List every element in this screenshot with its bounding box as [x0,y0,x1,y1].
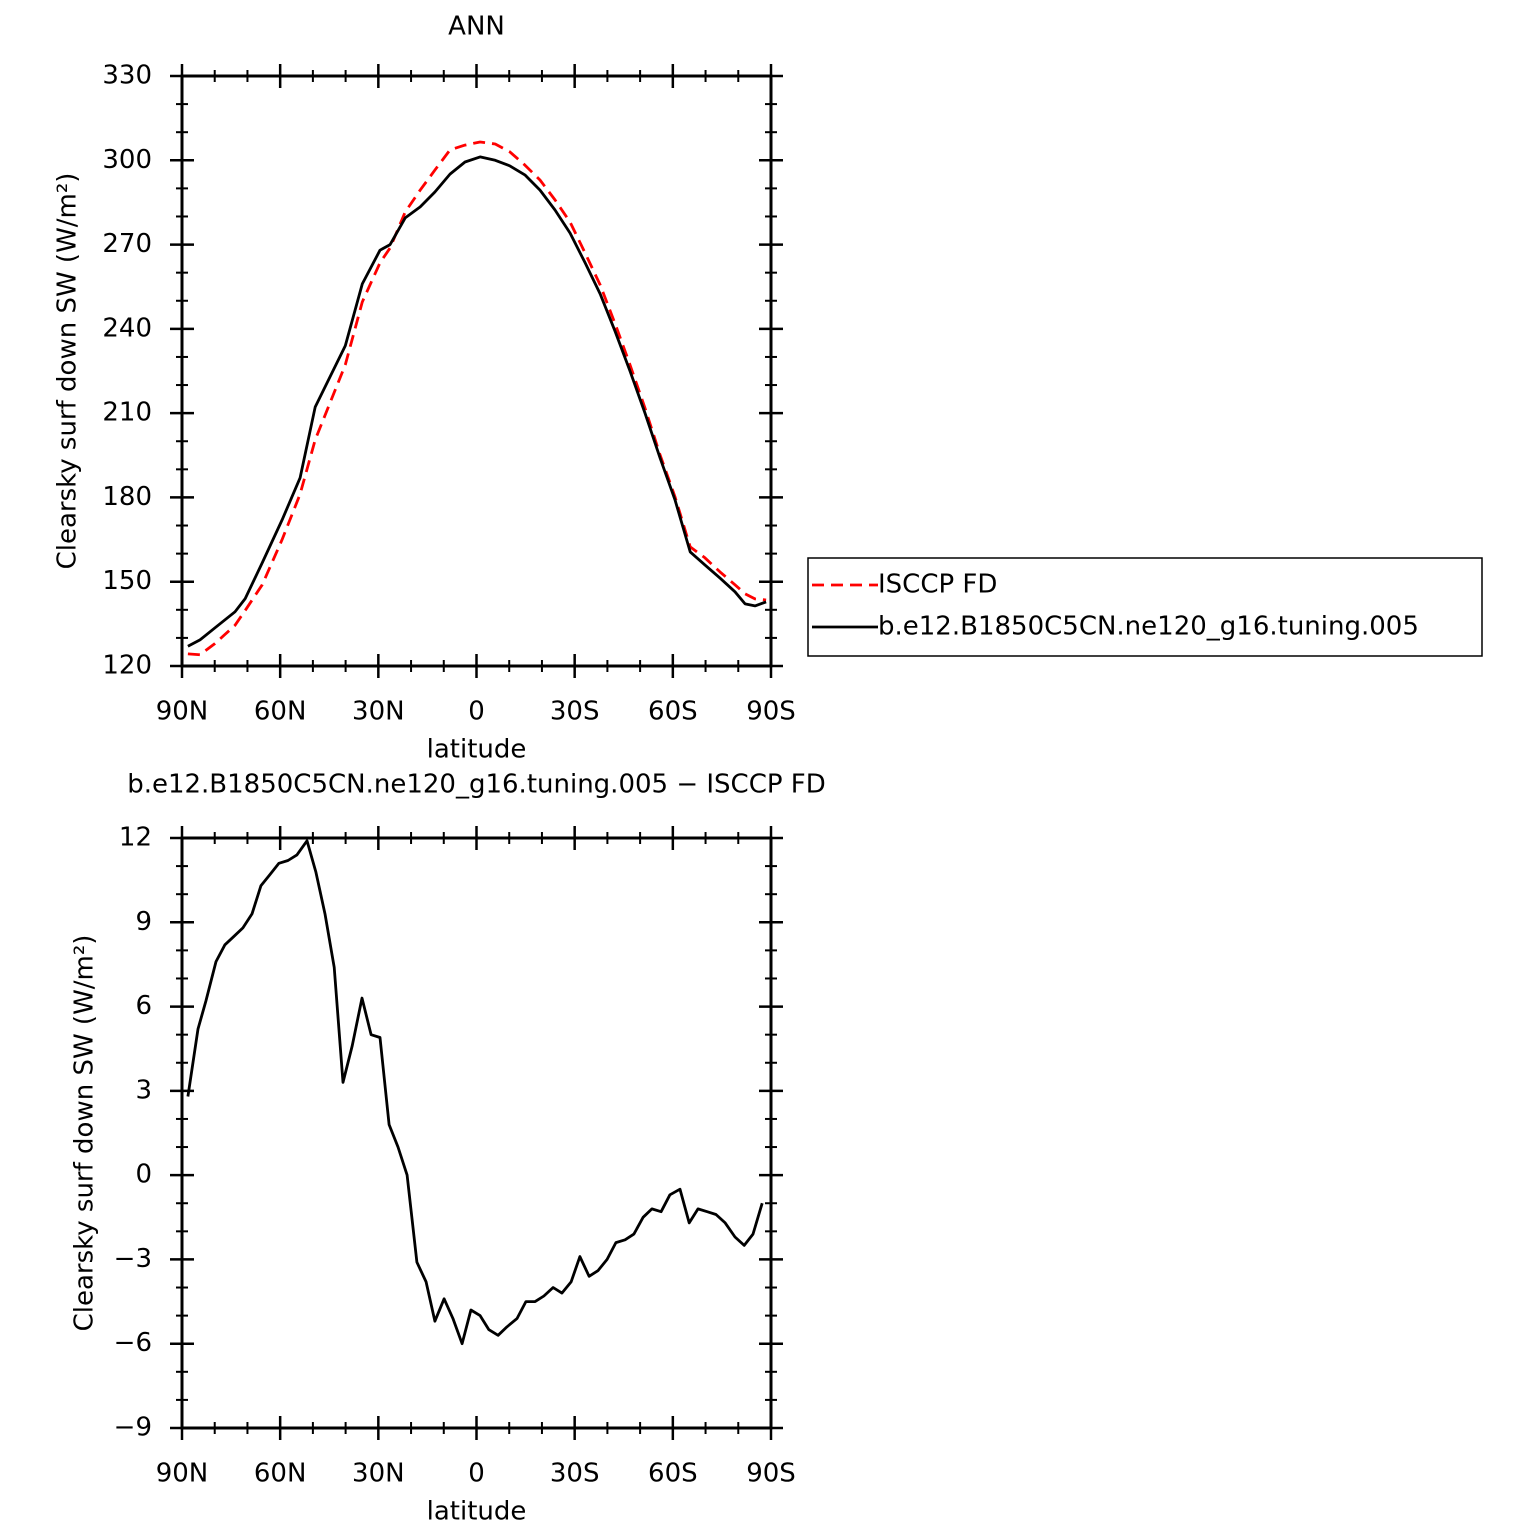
x-axis-label: latitude [427,735,527,765]
x-tick-label: 30N [352,1459,405,1489]
x-axis-label: latitude [427,1497,527,1527]
x-tick-label: 0 [468,1459,485,1489]
y-tick-label: 240 [102,313,152,343]
data-line [187,155,767,648]
y-tick-label: 300 [102,145,152,175]
x-tick-label: 30S [550,1459,600,1489]
y-tick-label: 3 [135,1075,152,1105]
x-tick-label: 60N [254,1459,307,1489]
y-tick-label: −9 [114,1413,152,1443]
y-tick-label: 0 [135,1160,152,1190]
legend-box [807,557,1483,657]
x-tick-label: 60S [648,1459,698,1489]
y-axis-label: Clearsky surf down SW (W/m²) [70,935,100,1332]
y-axis-label: Clearsky surf down SW (W/m²) [53,173,83,570]
legend-label: ISCCP FD [878,570,997,600]
plot-frame [180,74,773,668]
data-line [187,140,767,657]
chart-title: ANN [448,12,505,42]
y-tick-label: 270 [102,229,152,259]
y-tick-label: 150 [102,566,152,596]
y-tick-label: −6 [114,1328,152,1358]
x-tick-label: 90S [746,1459,796,1489]
x-tick-label: 30S [550,697,600,727]
y-tick-label: 180 [102,482,152,512]
plot-frame [180,836,773,1430]
y-tick-label: 9 [135,907,152,937]
x-tick-label: 60S [648,697,698,727]
x-tick-label: 90N [156,697,209,727]
x-tick-label: 90N [156,1459,209,1489]
chart-title: b.e12.B1850C5CN.ne120_g16.tuning.005 − I… [127,770,826,800]
x-tick-label: 0 [468,697,485,727]
y-tick-label: 6 [135,991,152,1021]
y-tick-label: 12 [119,823,152,853]
x-tick-label: 60N [254,697,307,727]
y-tick-label: −3 [114,1244,152,1274]
data-line [186,839,764,1346]
y-tick-label: 330 [102,61,152,91]
y-tick-label: 120 [102,651,152,681]
y-tick-label: 210 [102,398,152,428]
x-tick-label: 30N [352,697,405,727]
x-tick-label: 90S [746,697,796,727]
legend-label: b.e12.B1850C5CN.ne120_g16.tuning.005 [878,612,1419,642]
